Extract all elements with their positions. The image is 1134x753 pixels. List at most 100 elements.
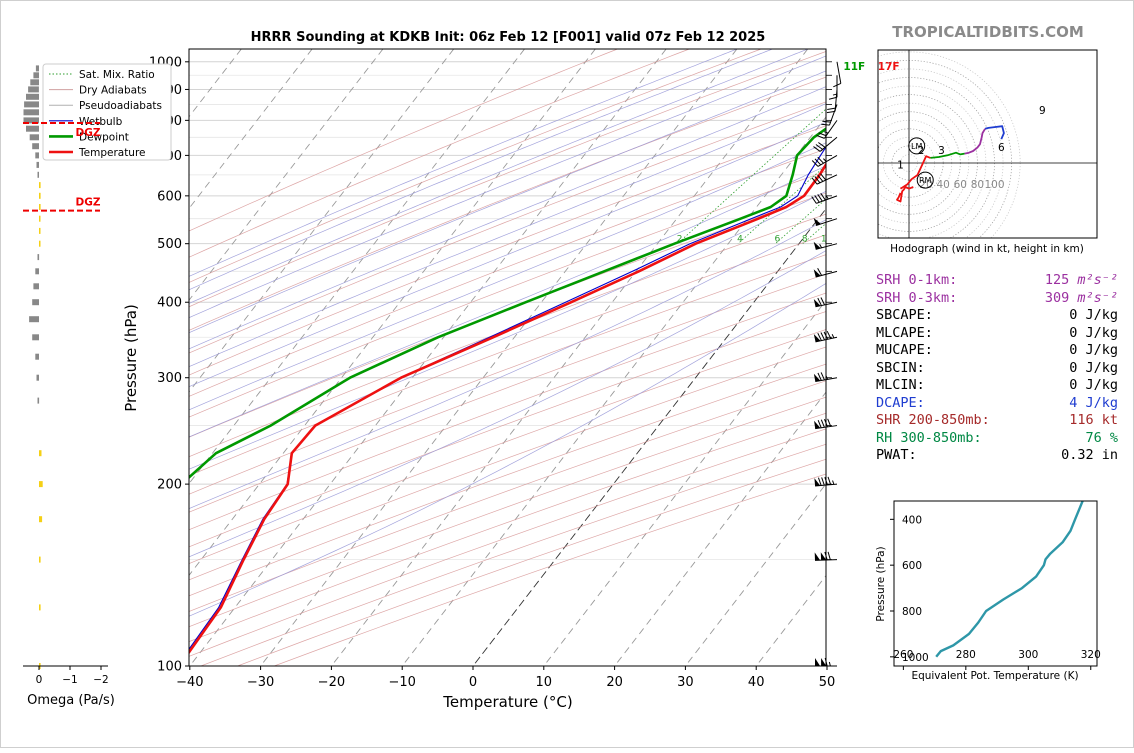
stat-label: SRH 0-1km:	[876, 272, 957, 288]
mixing-ratio-label: 4	[737, 235, 743, 245]
omega-bar	[37, 375, 40, 381]
omega-tick-label: −2	[93, 674, 108, 686]
stat-row: DCAPE: 4 J/kg	[876, 395, 1126, 413]
theta-e-y-tick-label: 600	[902, 560, 922, 572]
omega-bar	[39, 204, 41, 210]
stat-value: 0 J/kg	[1069, 307, 1118, 323]
stat-value: 0 J/kg	[1069, 377, 1118, 393]
stat-number: 309	[1045, 290, 1069, 306]
legend-label: Dry Adiabats	[79, 85, 147, 97]
hodograph-ring-label: 80	[971, 179, 984, 191]
barb-pennant	[814, 269, 821, 277]
stat-row: SBCIN: 0 J/kg	[876, 360, 1126, 378]
omega-bar	[33, 283, 39, 289]
y-tick-label: 300	[157, 371, 182, 386]
stat-number: 0 J/kg	[1069, 360, 1118, 376]
omega-bar	[35, 268, 39, 274]
stat-value: 125 m²s⁻²	[1045, 272, 1118, 288]
stat-label: MUCAPE:	[876, 342, 933, 358]
barb-flag	[822, 121, 830, 122]
y-tick-label: 100	[157, 660, 182, 675]
stat-number: 0 J/kg	[1069, 325, 1118, 341]
legend-label: Sat. Mix. Ratio	[79, 69, 155, 81]
mixing-ratio-line	[959, 49, 1134, 244]
omega-bar	[24, 101, 39, 107]
omega-bar	[35, 354, 39, 360]
isotherm	[119, 49, 595, 666]
stat-label: MLCIN:	[876, 377, 925, 393]
mixing-ratio-label: 6	[774, 235, 780, 245]
x-tick-label: 30	[677, 675, 694, 690]
omega-bar	[36, 65, 39, 71]
omega-bar	[35, 152, 39, 158]
wind-barb	[814, 372, 837, 381]
dgz-label: DGZ	[76, 127, 101, 139]
theta-e-x-label: Equivalent Pot. Temperature (K)	[911, 670, 1078, 682]
barb-flag	[821, 420, 824, 428]
stat-number: 0 J/kg	[1069, 342, 1118, 358]
theta-e-trace	[936, 496, 1084, 656]
omega-bar	[26, 126, 39, 132]
stat-value: 76 %	[1085, 430, 1118, 446]
omega-bar	[39, 182, 41, 188]
y-tick-label: 400	[157, 296, 182, 311]
omega-bar	[39, 228, 41, 234]
omega-bar	[39, 241, 41, 247]
mixing-ratio-line	[895, 49, 1130, 244]
omega-bar	[38, 172, 40, 178]
x-tick-label: −10	[388, 675, 415, 690]
theta-e-y-tick-label: 800	[902, 606, 922, 618]
omega-bar	[39, 516, 42, 522]
stat-label: SHR 200-850mb:	[876, 412, 990, 428]
omega-bar	[30, 79, 39, 85]
hodograph-height-label: 6	[998, 142, 1005, 154]
stat-number: 76 %	[1085, 430, 1118, 446]
storm-motion-label: LM	[911, 142, 922, 151]
dgz-label: DGZ	[76, 197, 101, 209]
chart-title: HRRR Sounding at KDKB Init: 06z Feb 12 […	[251, 30, 766, 45]
skewt-traces	[94, 62, 890, 666]
stat-label: SBCIN:	[876, 360, 925, 376]
stat-number: 116 kt	[1069, 412, 1118, 428]
barb-pennant	[815, 658, 820, 666]
skewt-x-label: Temperature (°C)	[442, 693, 572, 711]
wind-barb	[827, 89, 837, 112]
theta-e-x-tick-label: 280	[956, 649, 976, 661]
stat-number: 0 J/kg	[1069, 377, 1118, 393]
stat-value: 0.32 in	[1061, 447, 1118, 463]
omega-bar	[39, 481, 43, 487]
stat-unit: m²s⁻²	[1069, 272, 1118, 288]
barb-flag	[821, 297, 825, 304]
omega-bar	[26, 94, 39, 100]
hodograph-segment	[930, 153, 964, 158]
surface-dewpoint-label: 11F	[843, 61, 865, 73]
hodograph-caption: Hodograph (wind in kt, height in km)	[890, 243, 1084, 255]
mixing-ratio-line	[915, 49, 1134, 244]
omega-bar	[32, 299, 39, 305]
omega-bar	[33, 72, 39, 78]
omega-bar	[29, 316, 39, 322]
theta-e-trace-group	[936, 496, 1084, 656]
hodograph-segment	[897, 187, 913, 202]
stat-row: SBCAPE: 0 J/kg	[876, 307, 1126, 325]
theta-e-y-tick-label: 400	[902, 514, 922, 526]
x-tick-label: −40	[176, 675, 203, 690]
wind-barb	[814, 331, 837, 342]
stat-label: DCAPE:	[876, 395, 925, 411]
stat-label: SBCAPE:	[876, 307, 933, 323]
skewt-ticks: 11F17F1002003004005006007008009001000−40…	[149, 55, 900, 690]
x-tick-label: 0	[469, 675, 477, 690]
mixing-ratio-line	[872, 49, 1105, 244]
barb-half-flag	[824, 132, 828, 133]
stat-number: 4 J/kg	[1069, 395, 1118, 411]
stat-value: 309 m²s⁻²	[1045, 290, 1118, 306]
barb-pennant	[814, 242, 821, 250]
barb-flag	[828, 552, 830, 560]
omega-bar	[39, 604, 41, 610]
hodograph-segment	[985, 126, 1004, 139]
barb-flag	[827, 108, 835, 109]
stat-value: 0 J/kg	[1069, 342, 1118, 358]
